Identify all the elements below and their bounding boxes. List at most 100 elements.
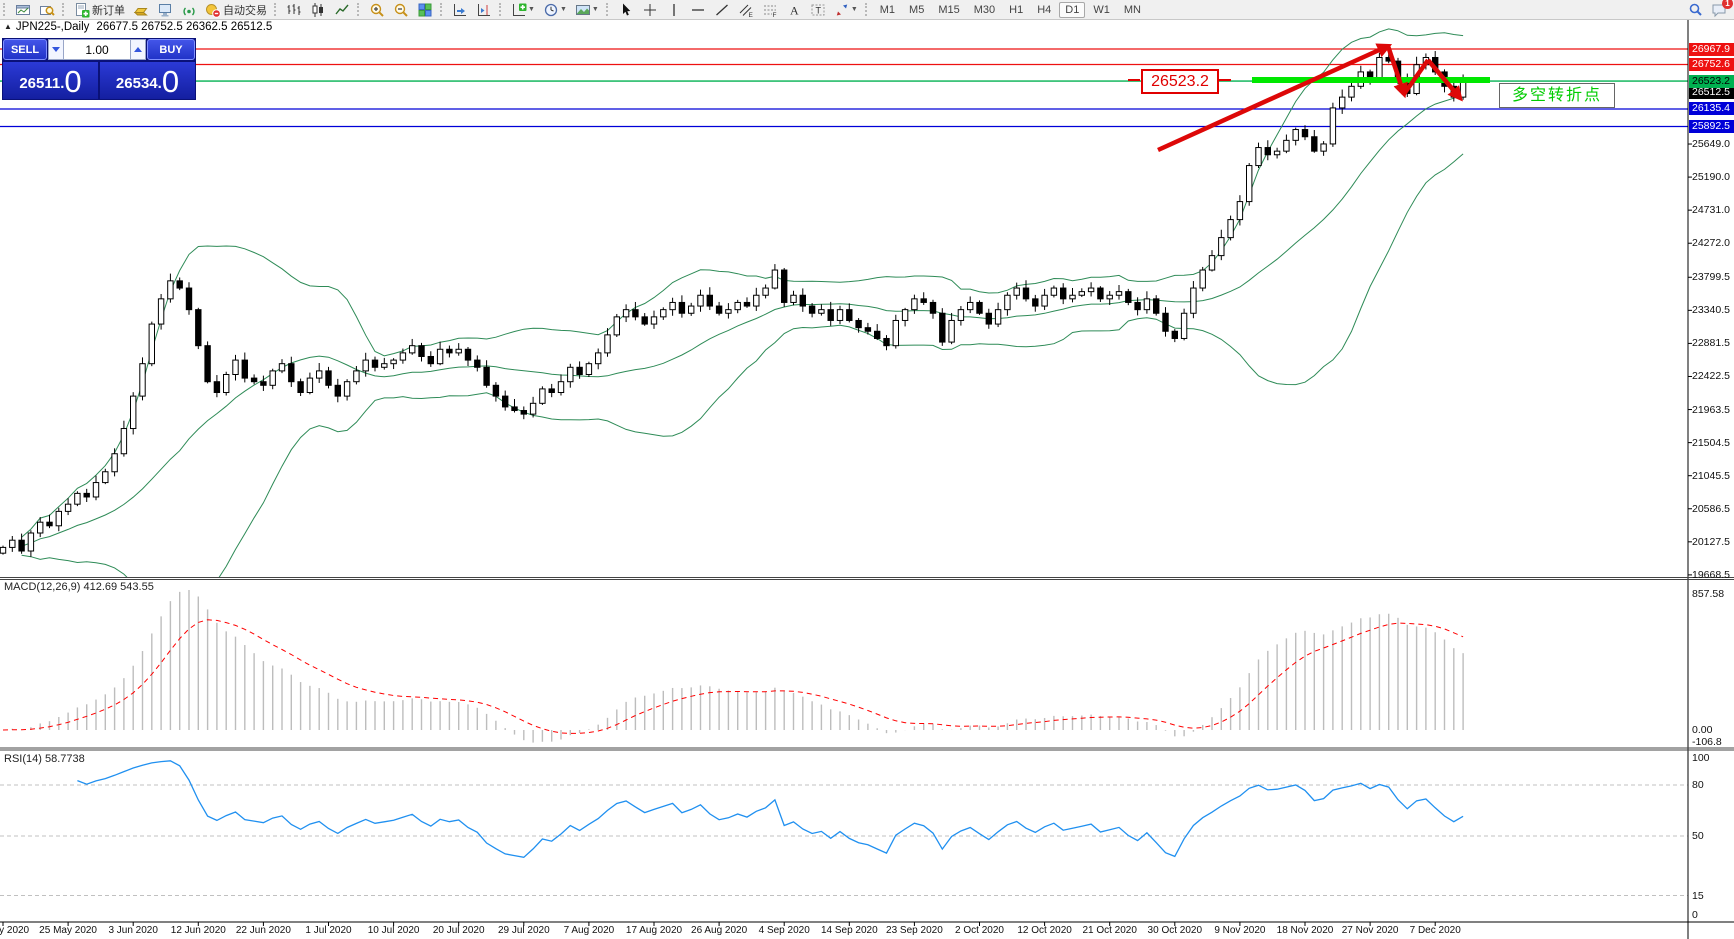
date-axis-label: 3 Jun 2020: [108, 925, 158, 936]
toolbar-templates-button[interactable]: ▼: [572, 0, 602, 19]
toolbar-terminal-button[interactable]: [154, 0, 176, 19]
date-axis-label: 29 Jul 2020: [497, 925, 550, 936]
toolbar-tile-windows-button[interactable]: [414, 0, 436, 19]
sell-price-big-digit: 0: [64, 64, 82, 99]
rsi-panel: [0, 760, 1688, 896]
chevron-down-icon[interactable]: ▼: [591, 6, 599, 13]
trendline-icon: [714, 2, 730, 18]
bollinger-upper-band: [21, 28, 1464, 538]
timeframe-toolbar: M1 M5 M15 M30 H1 H4 D1 W1 MN: [873, 0, 1148, 19]
toolbar-new-order-label: 新订单: [92, 4, 125, 17]
timeframe-h1-button[interactable]: H1: [1009, 3, 1024, 16]
toolbar-new-order-button[interactable]: 新订单: [71, 0, 128, 19]
toolbar-text-label-button[interactable]: T: [807, 0, 829, 19]
toolbar-equidistant-channel-button[interactable]: E: [735, 0, 757, 19]
date-axis-label: 17 Aug 2020: [625, 925, 683, 936]
toolbar-autotrading-button[interactable]: 自动交易: [202, 0, 270, 19]
signal-icon: [181, 2, 197, 18]
date-axis-label: 9 Nov 2020: [1214, 925, 1266, 936]
bar-chart-icon: [286, 2, 302, 18]
price-tag-dash-right: [1217, 79, 1231, 81]
price-tag-dash-left: [1128, 79, 1140, 81]
toolbar-horizontal-line-button[interactable]: [687, 0, 709, 19]
date-axis-label: 7 Aug 2020: [563, 925, 615, 936]
timeframe-d1-button[interactable]: D1: [1059, 1, 1086, 18]
toolbar-new-chart-button[interactable]: ▼: [508, 0, 538, 19]
collapse-arrow-icon[interactable]: ▲: [4, 22, 12, 31]
price-level-tag[interactable]: 26523.2: [1141, 69, 1219, 94]
horizontal-line-icon: [690, 2, 706, 18]
sell-price-button[interactable]: 26511. 0: [3, 62, 98, 99]
timeframe-h4-button[interactable]: H4: [1037, 3, 1052, 16]
toolbar-group-3: [365, 0, 437, 19]
market-watch-icon: [39, 2, 55, 18]
toolbar-grip: [605, 3, 612, 16]
triangle-down-icon: [52, 47, 60, 52]
chart-window-icon: [15, 2, 31, 18]
toolbar-grip: [499, 3, 505, 16]
date-axis-label: 14 Sep 2020: [820, 925, 878, 936]
trend-arrow-annotation[interactable]: [1157, 43, 1463, 153]
zoom-in-icon: [369, 2, 385, 18]
chevron-down-icon[interactable]: ▼: [528, 6, 535, 13]
date-axis-label: 23 Sep 2020: [886, 925, 943, 936]
toolbar-chat-button[interactable]: 1: [1708, 0, 1733, 19]
toolbar-vertical-line-button[interactable]: [663, 0, 685, 19]
svg-text:E: E: [748, 12, 753, 18]
volume-increase-button[interactable]: [130, 39, 146, 60]
toolbar-cursor-button[interactable]: [615, 0, 637, 19]
search-icon: [1687, 2, 1703, 18]
volume-decrease-button[interactable]: [48, 39, 64, 60]
zoom-out-icon: [393, 2, 409, 18]
toolbar-fibonacci-button[interactable]: F: [759, 0, 781, 19]
date-axis-label: 30 Oct 2020: [1147, 925, 1203, 936]
toolbar-text-button[interactable]: A: [783, 0, 805, 19]
toolbar-signal-button[interactable]: [178, 0, 200, 19]
volume-input[interactable]: 1.00: [64, 39, 130, 60]
timeframe-mn-button[interactable]: MN: [1123, 3, 1141, 16]
date-axis-label: 18 Nov 2020: [1276, 925, 1334, 936]
toolbar-deposit-button[interactable]: [130, 0, 152, 19]
date-axis-label: 5 May 2020: [0, 925, 30, 936]
text-annotation-box[interactable]: 多空转折点: [1499, 83, 1615, 108]
timeframe-m15-button[interactable]: M15: [938, 3, 960, 16]
timeframe-w1-button[interactable]: W1: [1093, 3, 1110, 16]
svg-text:A: A: [790, 3, 799, 17]
timeframe-m30-button[interactable]: M30: [973, 3, 996, 16]
toolbar-auto-scroll-button[interactable]: [449, 0, 471, 19]
toolbar-chart-window-button[interactable]: [12, 0, 34, 19]
toolbar-market-watch-button[interactable]: [36, 0, 58, 19]
sell-price-main: 26511: [19, 75, 61, 92]
chart-symbol-period: JPN225-,Daily: [15, 21, 90, 33]
toolbar-bar-chart-button[interactable]: [283, 0, 305, 19]
toolbar-chart-shift-button[interactable]: [473, 0, 495, 19]
date-axis-label: 22 Jun 2020: [235, 925, 291, 936]
toolbar-line-chart-button[interactable]: [331, 0, 353, 19]
date-axis-label: 12 Jun 2020: [170, 925, 226, 936]
toolbar-search-button[interactable]: [1684, 0, 1706, 19]
date-axis-label: 4 Sep 2020: [758, 925, 810, 936]
chevron-down-icon[interactable]: ▼: [559, 6, 567, 13]
bollinger-middle-band: [21, 94, 1464, 547]
toolbar-arrows-button[interactable]: ▼: [831, 0, 861, 19]
chevron-down-icon[interactable]: ▼: [850, 6, 858, 13]
buy-price-button[interactable]: 26534. 0: [100, 62, 195, 99]
templates-icon: [575, 2, 591, 18]
buy-button[interactable]: BUY: [147, 39, 195, 60]
toolbar-zoom-in-button[interactable]: [366, 0, 388, 19]
date-axis[interactable]: 5 May 2020 25 May 2020 3 Jun 2020 12 Jun 20…: [0, 923, 1734, 939]
toolbar-periods-button[interactable]: ▼: [540, 0, 570, 19]
toolbar-zoom-out-button[interactable]: [390, 0, 412, 19]
toolbar-trendline-button[interactable]: [711, 0, 733, 19]
rsi-indicator-label: RSI(14) 58.7738: [4, 753, 85, 765]
sell-button[interactable]: SELL: [3, 39, 47, 60]
rsi-line: [77, 760, 1464, 858]
toolbar-crosshair-button[interactable]: [639, 0, 661, 19]
timeframe-m5-button[interactable]: M5: [909, 3, 925, 16]
new-order-icon: [74, 2, 90, 18]
timeframe-m1-button[interactable]: M1: [879, 3, 896, 16]
toolbar-grip: [357, 3, 363, 16]
toolbar-candlestick-chart-button[interactable]: [307, 0, 329, 19]
